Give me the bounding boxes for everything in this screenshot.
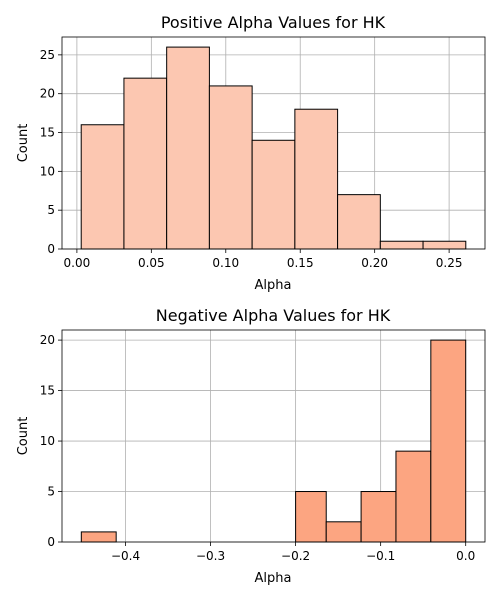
x-tick-label: 0.0 bbox=[456, 549, 475, 563]
x-tick-label: −0.4 bbox=[111, 549, 140, 563]
histogram-bar bbox=[294, 108, 339, 250]
y-tick-label: 15 bbox=[40, 126, 55, 140]
y-tick-label: 15 bbox=[40, 384, 55, 398]
y-tick-label: 25 bbox=[40, 48, 55, 62]
chart-title: Positive Alpha Values for HK bbox=[161, 13, 386, 32]
histogram-bar bbox=[295, 491, 327, 543]
y-tick-label: 10 bbox=[40, 164, 55, 178]
histogram-bar bbox=[379, 240, 424, 250]
x-tick-label: −0.2 bbox=[281, 549, 310, 563]
histogram-bar bbox=[422, 240, 467, 250]
x-tick-label: −0.3 bbox=[196, 549, 225, 563]
histogram-bar bbox=[80, 124, 125, 250]
histogram-bar bbox=[395, 450, 432, 543]
x-tick-label: 0.20 bbox=[361, 256, 388, 270]
x-axis-label: Alpha bbox=[255, 571, 292, 586]
histogram-bar bbox=[208, 85, 253, 250]
x-tick-label: 0.10 bbox=[212, 256, 239, 270]
histogram-bar bbox=[430, 339, 467, 543]
y-axis-label: Count bbox=[16, 417, 31, 456]
positive-alpha-histogram: Positive Alpha Values for HK 0.00 0.05 0.1… bbox=[16, 13, 486, 293]
x-axis-label: Alpha bbox=[255, 278, 292, 293]
y-tick-label: 0 bbox=[47, 242, 55, 256]
y-tick-label: 5 bbox=[47, 485, 55, 499]
histogram-bar bbox=[337, 194, 381, 250]
histogram-bar bbox=[80, 531, 117, 543]
ticks: −0.4 −0.3 −0.2 −0.1 0.0 0 5 10 15 20 bbox=[40, 333, 476, 563]
y-axis-label: Count bbox=[16, 124, 31, 163]
y-tick-label: 20 bbox=[40, 333, 55, 347]
y-tick-label: 20 bbox=[40, 87, 55, 101]
bars bbox=[80, 46, 467, 250]
x-tick-label: 0.00 bbox=[64, 256, 91, 270]
x-tick-label: −0.1 bbox=[366, 549, 395, 563]
axes-frame bbox=[61, 329, 486, 543]
ticks: 0.00 0.05 0.10 0.15 0.20 0.25 0 5 10 15 20 25 bbox=[40, 48, 463, 270]
x-tick-label: 0.05 bbox=[138, 256, 165, 270]
chart-title: Negative Alpha Values for HK bbox=[156, 306, 391, 325]
axes-frame bbox=[61, 36, 486, 250]
y-tick-label: 10 bbox=[40, 434, 55, 448]
histogram-bar bbox=[166, 46, 210, 250]
histogram-bar bbox=[360, 491, 397, 543]
x-tick-label: 0.15 bbox=[287, 256, 314, 270]
histogram-bar bbox=[123, 77, 168, 250]
y-tick-label: 5 bbox=[47, 203, 55, 217]
histogram-bar bbox=[251, 139, 296, 250]
y-tick-label: 0 bbox=[47, 535, 55, 549]
histogram-bar bbox=[325, 521, 362, 543]
negative-alpha-histogram: Negative Alpha Values for HK −0.4 −0.3 −0.… bbox=[16, 306, 486, 586]
x-tick-label: 0.25 bbox=[436, 256, 463, 270]
